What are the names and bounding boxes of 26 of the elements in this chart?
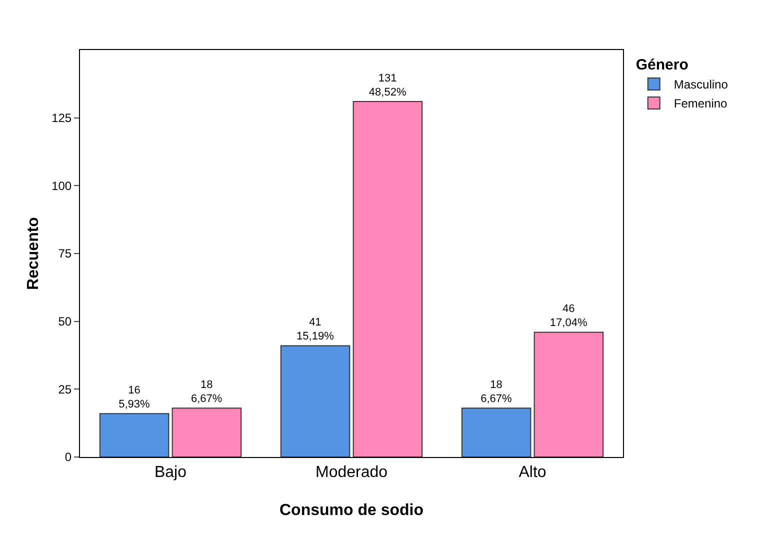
y-axis-title: Recuento <box>25 216 42 290</box>
x-axis-title: Consumo de sodio <box>280 502 424 519</box>
legend-title: Género <box>636 56 688 74</box>
y-tick-label: 75 <box>58 246 72 261</box>
data-label: 16 5,93% <box>118 384 150 411</box>
y-tick-label: 100 <box>52 178 72 193</box>
bar <box>172 408 242 457</box>
data-label: 41 15,19% <box>296 316 334 343</box>
bar <box>280 345 350 457</box>
bar <box>99 413 170 457</box>
data-label: 18 6,67% <box>190 378 222 406</box>
data-label: 46 17,04% <box>550 302 588 330</box>
bar <box>461 408 532 457</box>
legend-label: Femenino <box>674 96 728 111</box>
x-tick-label: Alto <box>518 464 546 482</box>
x-tick-label: Moderado <box>315 464 388 482</box>
y-tick-label: 0 <box>64 450 72 464</box>
bar <box>534 332 604 457</box>
y-tick-label: 50 <box>58 314 72 329</box>
y-tick-label: 25 <box>58 382 72 396</box>
bar <box>352 101 423 457</box>
data-label: 131 48,52% <box>368 72 406 99</box>
x-tick-label: Bajo <box>154 464 187 482</box>
data-label: 18 6,67% <box>480 378 512 406</box>
legend-label: Masculino <box>674 78 728 92</box>
y-tick-label: 125 <box>52 111 72 126</box>
